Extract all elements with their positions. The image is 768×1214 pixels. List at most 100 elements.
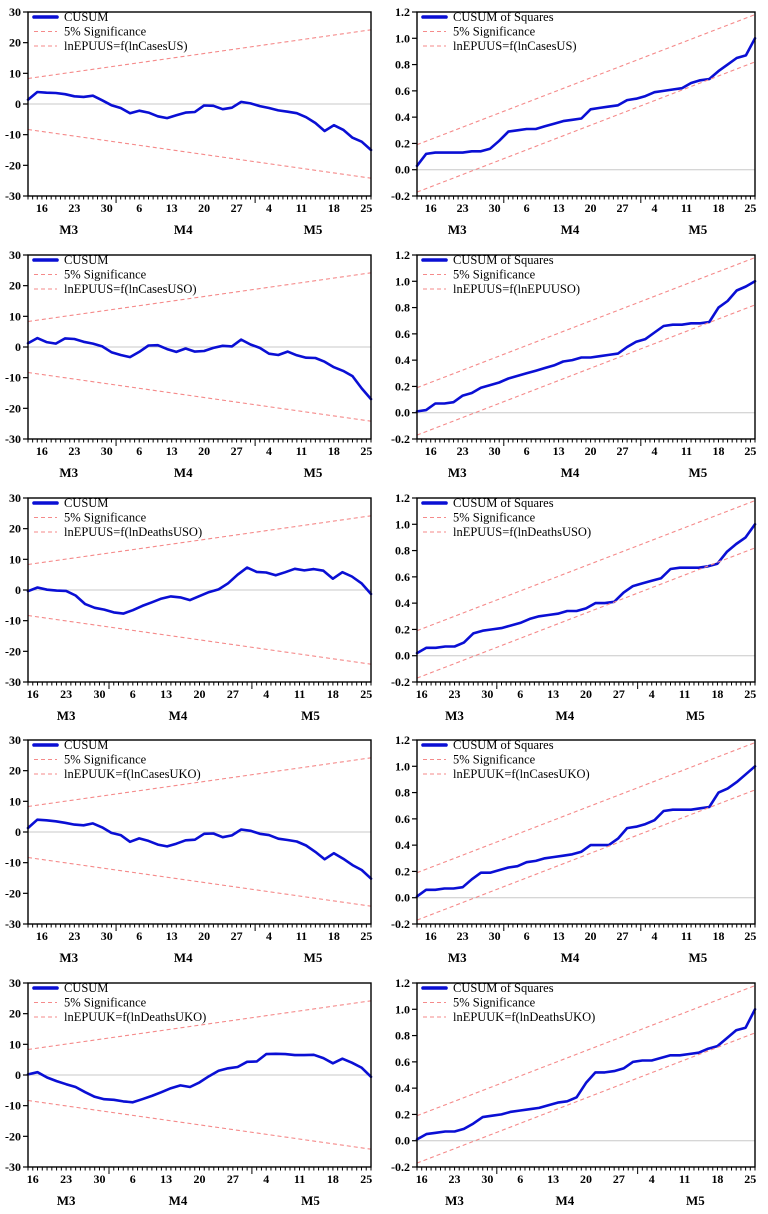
y-tick-label: -0.2 (391, 432, 410, 446)
y-tick-label: 0.4 (395, 839, 410, 853)
x-month-label: M4 (561, 465, 580, 480)
y-tick-label: 0.4 (395, 596, 410, 610)
series-main (26, 336, 373, 401)
legend-item: lnEPUUK=f(lnCasesUKO) (423, 767, 590, 781)
y-tick-label: 10 (9, 1038, 21, 1052)
y-tick-label: 0.6 (395, 327, 410, 341)
x-tick-label: 16 (36, 444, 48, 458)
legend-item: 5% Significance (34, 510, 147, 524)
x-month-label: M5 (689, 222, 708, 237)
x-tick-label: 16 (416, 687, 428, 701)
x-month-label: M5 (301, 708, 320, 723)
legend-item: 5% Significance (423, 267, 536, 281)
legend-item: lnEPUUK=f(lnDeathsUKO) (423, 1010, 595, 1024)
x-tick-label: 25 (744, 929, 756, 943)
x-tick-label: 30 (101, 444, 113, 458)
y-tick-label: 0.2 (395, 865, 410, 879)
x-tick-label: 20 (585, 929, 597, 943)
x-tick-label: 20 (198, 201, 210, 215)
legend-item: lnEPUUS=f(lnCasesUS) (423, 39, 577, 53)
x-tick-label: 16 (425, 201, 437, 215)
series-significance (416, 14, 756, 146)
y-tick-label: 0.6 (395, 812, 410, 826)
cusum-lnEPUUS-lnDeathsUSO-chart: 30 20 10 0 -10 -20 -30 16 23 30 6 13 20 27 4 11 18 25 M3 M4… (5, 491, 373, 723)
legend-label: lnEPUUK=f(lnDeathsUKO) (453, 1010, 595, 1024)
x-tick-label: 13 (553, 929, 565, 943)
y-tick-label: 30 (9, 491, 21, 505)
series-significance (27, 128, 372, 179)
x-tick-label: 4 (652, 201, 658, 215)
x-month-label: M4 (169, 1193, 188, 1208)
legend-label: CUSUM of Squares (453, 10, 554, 24)
x-month-label: M3 (59, 465, 78, 480)
legend-item: lnEPUUS=f(lnCasesUS) (34, 39, 188, 53)
x-tick-label: 11 (296, 444, 307, 458)
x-tick-label: 4 (266, 444, 272, 458)
y-tick-label: 0.8 (395, 543, 410, 557)
cusumsq-lnEPUUK-lnDeathsUKO-panel: 1.2 1.0 0.8 0.6 0.4 0.2 0.0 -0.2 16 23 30 6 13 20 27 4 1… (384, 971, 768, 1214)
legend-label: lnEPUUK=f(lnCasesUKO) (453, 767, 590, 781)
x-month-label: M3 (445, 708, 464, 723)
legend-label: lnEPUUS=f(lnDeathsUSO) (64, 525, 202, 539)
x-tick-label: 30 (489, 201, 501, 215)
series-main (415, 36, 757, 168)
legend-label: lnEPUUS=f(lnCasesUSO) (64, 282, 197, 296)
y-tick-label: 0 (15, 340, 21, 354)
x-tick-label: 25 (360, 444, 372, 458)
x-month-label: M3 (448, 465, 467, 480)
series-significance (27, 1100, 372, 1150)
cusumsq-lnEPUUK-lnDeathsUKO-chart: 1.2 1.0 0.8 0.6 0.4 0.2 0.0 -0.2 16 23 30 6 13 20 27 4 1… (391, 976, 756, 1208)
x-tick-label: 13 (160, 1172, 172, 1186)
x-tick-label: 18 (328, 929, 340, 943)
x-tick-label: 6 (517, 1172, 523, 1186)
y-tick-label: 20 (9, 278, 21, 292)
y-tick-label: 10 (9, 309, 21, 323)
series-main (415, 765, 757, 899)
y-tick-label: 0.8 (395, 58, 410, 72)
x-tick-label: 27 (617, 929, 629, 943)
y-tick-label: 20 (9, 1007, 21, 1021)
y-tick-label: 1.0 (395, 517, 410, 531)
x-tick-label: 13 (547, 687, 559, 701)
x-month-label: M4 (169, 708, 188, 723)
x-tick-label: 11 (296, 201, 307, 215)
x-tick-label: 20 (194, 687, 206, 701)
x-tick-label: 4 (263, 687, 269, 701)
x-month-label: M4 (556, 708, 575, 723)
legend-item: 5% Significance (423, 996, 536, 1010)
x-month-label: M4 (561, 222, 580, 237)
cusumsq-lnEPUUS-lnCasesUS-chart: 1.2 1.0 0.8 0.6 0.4 0.2 0.0 -0.2 16 23 30 6 13 20 27 4 1… (391, 5, 757, 237)
legend-item: lnEPUUS=f(lnDeathsUSO) (423, 525, 591, 539)
series-significance (27, 1000, 372, 1051)
y-tick-label: -10 (5, 613, 21, 627)
legend-item: CUSUM of Squares (421, 253, 554, 267)
y-tick-label: -0.2 (391, 189, 410, 203)
y-tick-label: 0.2 (395, 622, 410, 636)
x-month-label: M4 (174, 465, 193, 480)
x-tick-label: 27 (227, 1172, 239, 1186)
x-tick-label: 16 (425, 929, 437, 943)
cusum-lnEPUUS-lnCasesUS-chart: 30 20 10 0 -10 -20 -30 16 23 30 6 13 20 27 4 11 18 25 M3 M4… (5, 5, 372, 237)
x-tick-label: 23 (68, 929, 80, 943)
series-main (415, 522, 757, 654)
cusumsq-lnEPUUK-lnCasesUKO-chart: 1.2 1.0 0.8 0.6 0.4 0.2 0.0 -0.2 16 23 30 6 13 20 27 4 1… (391, 733, 757, 965)
x-tick-label: 6 (130, 687, 136, 701)
x-tick-label: 20 (580, 1172, 592, 1186)
legend-item: CUSUM (32, 981, 108, 995)
series-main (415, 279, 757, 413)
x-month-label: M3 (448, 950, 467, 965)
series-significance (27, 614, 372, 665)
legend-label: CUSUM (64, 981, 108, 995)
legend-item: CUSUM of Squares (421, 496, 554, 510)
legend-label: 5% Significance (64, 996, 147, 1010)
plot-frame (416, 982, 756, 1168)
x-tick-label: 25 (744, 1172, 756, 1186)
cusum-lnEPUUS-lnCasesUSO-panel: 30 20 10 0 -10 -20 -30 16 23 30 6 13 20 27 4 11 18 25 M3 M4… (0, 243, 384, 486)
x-tick-label: 4 (649, 687, 655, 701)
cusum-lnEPUUK-lnCasesUKO-panel: 30 20 10 0 -10 -20 -30 16 23 30 6 13 20 27 4 11 18 25 M3 M4… (0, 728, 384, 971)
legend-label: 5% Significance (64, 510, 147, 524)
y-tick-label: 0.8 (395, 1029, 410, 1043)
legend-item: lnEPUUS=f(lnDeathsUSO) (34, 525, 202, 539)
